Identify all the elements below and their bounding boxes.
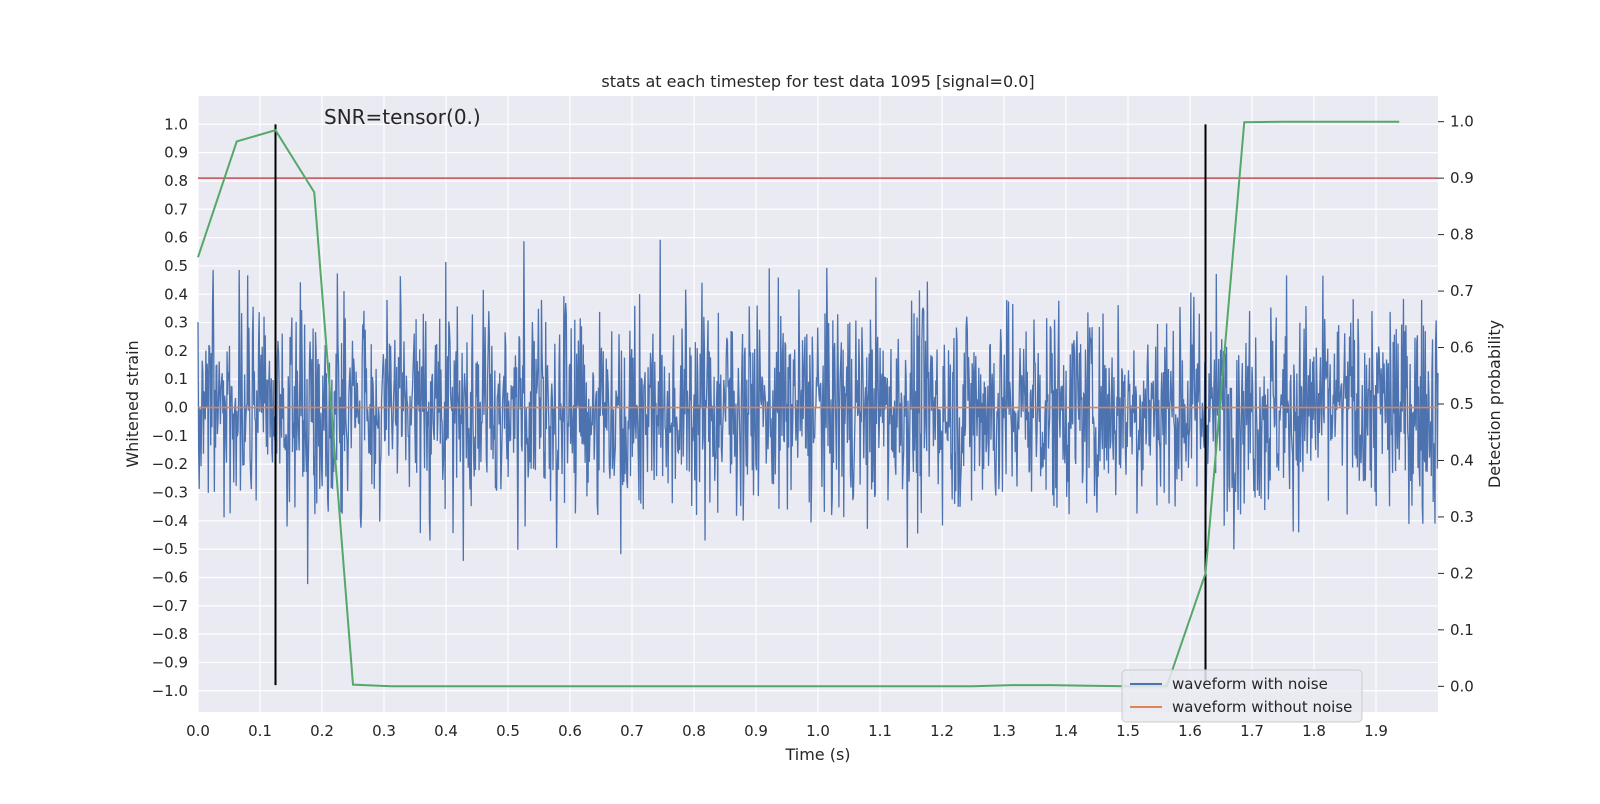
x-tick-label: 0.8 [682,722,706,740]
y-tick-label: 0.1 [164,370,188,388]
x-tick-label: 1.8 [1302,722,1326,740]
y-tick-label: 0.4 [164,285,188,303]
x-tick-label: 0.2 [310,722,334,740]
x-tick-label: 1.5 [1116,722,1140,740]
y-tick-label: 0.0 [164,399,188,417]
y-tick-label: −0.6 [152,568,188,586]
y-axis-label: Whitened strain [123,340,142,467]
x-tick-label: 1.7 [1240,722,1264,740]
y-right-axis-label: Detection probability [1485,320,1504,488]
y-right-tick-label: 0.4 [1450,451,1474,469]
x-tick-label: 0.3 [372,722,396,740]
legend: waveform with noise waveform without noi… [1121,669,1363,723]
x-tick-label: 0.4 [434,722,458,740]
x-tick-label: 1.3 [992,722,1016,740]
y-right-tick-label: 0.0 [1450,677,1474,695]
y-tick-label: −0.3 [152,484,188,502]
x-tick-label: 0.0 [186,722,210,740]
x-tick-label: 1.0 [806,722,830,740]
tick-labels: 0.0 0.1 0.2 0.3 0.4 0.5 0.6 0.7 0.8 0.9 1.0 1.1 1.2 1… [152,113,1474,740]
y-tick-label: 0.3 [164,314,188,332]
x-tick-label: 1.2 [930,722,954,740]
x-tick-label: 0.6 [558,722,582,740]
x-tick-label: 1.1 [868,722,892,740]
x-tick-label: 1.4 [1054,722,1078,740]
series-waveform-with-noise [197,239,1439,585]
y-tick-label: 0.9 [164,144,188,162]
y-tick-label: −0.5 [152,540,188,558]
x-tick-label: 0.7 [620,722,644,740]
y-tick-label: −0.9 [152,653,188,671]
chart-title: stats at each timestep for test data 109… [601,72,1034,91]
x-tick-label: 0.9 [744,722,768,740]
y-tick-label: −0.1 [152,427,188,445]
y-right-tick-label: 0.1 [1450,621,1474,639]
x-tick-label: 1.9 [1364,722,1388,740]
y-tick-label: −0.2 [152,455,188,473]
series-layer [197,120,1439,688]
legend-label-noise: waveform with noise [1172,675,1328,693]
y-right-tick-label: 0.3 [1450,508,1474,526]
series-detection-probability [197,120,1400,688]
y-tick-label: 0.6 [164,229,188,247]
snr-annotation: SNR=tensor(0.) [324,105,481,129]
y-right-tick-label: 0.2 [1450,564,1474,582]
y-right-tick-label: 0.6 [1450,339,1474,357]
y-tick-label: 1.0 [164,115,188,133]
y-tick-label: −0.7 [152,597,188,615]
y-tick-label: −0.8 [152,625,188,643]
legend-label-clean: waveform without noise [1172,698,1352,716]
y-right-tick-label: 0.8 [1450,226,1474,244]
y-right-tick-label: 1.0 [1450,113,1474,131]
y-tick-label: 0.5 [164,257,188,275]
x-tick-label: 1.6 [1178,722,1202,740]
legend-box [1121,669,1363,723]
y-tick-label: 0.8 [164,172,188,190]
y-right-tick-label: 0.9 [1450,169,1474,187]
y-tick-label: −1.0 [152,682,188,700]
x-tick-label: 0.5 [496,722,520,740]
x-tick-label: 0.1 [248,722,272,740]
x-axis-label: Time (s) [784,745,850,764]
y-right-tick-label: 0.7 [1450,282,1474,300]
y-tick-label: 0.7 [164,200,188,218]
y-tick-label: −0.4 [152,512,188,530]
y-right-tick-label: 0.5 [1450,395,1474,413]
y-tick-label: 0.2 [164,342,188,360]
